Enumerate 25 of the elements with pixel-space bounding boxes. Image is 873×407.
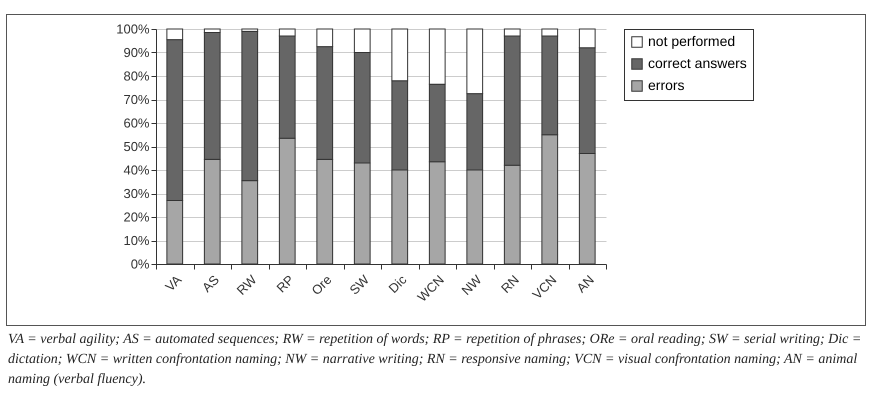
x-tick-label: RP — [274, 272, 297, 296]
x-tick-label: Ore — [308, 272, 334, 298]
legend-label: errors — [648, 77, 685, 93]
y-tick-label: 70% — [123, 92, 150, 107]
y-tick-label: 30% — [123, 186, 150, 201]
x-tick-label: RW — [234, 272, 260, 298]
y-tick-label: 80% — [123, 68, 150, 84]
x-tick-label: AS — [199, 272, 222, 295]
y-tick-label: 50% — [123, 139, 150, 154]
text: VA = verbal agility; AS = automated sequences; RW = repetition of words; RP = repetition of phrases; ORe = oral reading; SW = serial writing; Dic = dictation; WCN = written confrontation naming; NW = narrative writing; RN = responsive naming; VCN = visual confrontation naming; AN = animal naming (verbal fluency). — [8, 331, 862, 389]
x-tick-label: Dic — [386, 272, 410, 296]
y-tick-label: 10% — [123, 233, 150, 248]
y-tick-label: 0% — [130, 256, 150, 272]
y-tick-label: 100% — [116, 22, 150, 36]
x-tick-label: VA — [162, 272, 185, 294]
y-tick-label: 40% — [123, 162, 150, 178]
y-tick-label: 20% — [123, 210, 150, 224]
legend-label: not performed — [648, 33, 736, 49]
y-tick-label: 60% — [123, 116, 150, 130]
x-tick-label: RN — [498, 272, 522, 296]
y-tick-label: 90% — [123, 45, 150, 60]
x-tick-label: SW — [346, 272, 372, 298]
x-tick-label: AN — [574, 272, 597, 296]
x-tick-label: NW — [458, 272, 485, 298]
legend-label: correct answers — [648, 55, 747, 71]
